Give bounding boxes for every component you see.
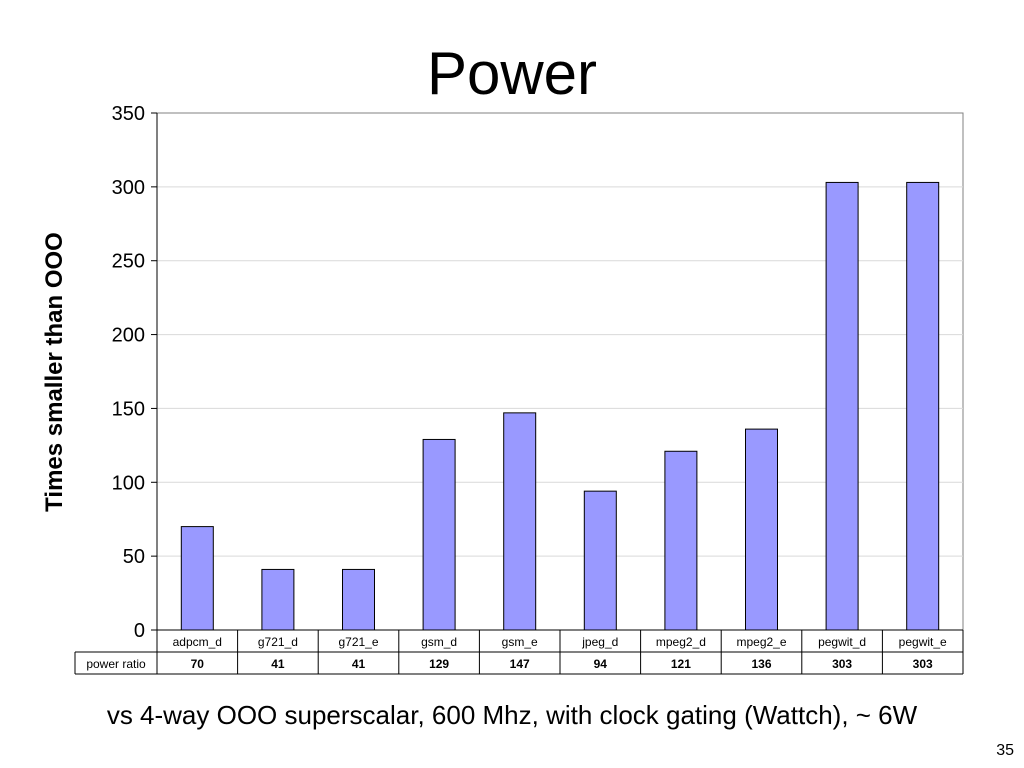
x-category-label: g721_e	[338, 635, 378, 649]
bar-mpeg2_e	[745, 428, 778, 631]
table-value: 121	[671, 657, 691, 671]
x-category-label: g721_d	[258, 635, 298, 649]
x-category-label: gsm_e	[502, 635, 538, 649]
x-category-label: pegwit_e	[899, 635, 947, 649]
table-value: 41	[352, 657, 366, 671]
y-tick-label: 100	[112, 472, 145, 494]
slide-caption: vs 4-way OOO superscalar, 600 Mhz, with …	[106, 700, 918, 730]
bar-adpcm_d	[180, 526, 214, 631]
y-axis-title: Times smaller than OOO	[41, 232, 68, 512]
table-row-label: power ratio	[86, 657, 146, 671]
bar-pegwit_d	[825, 181, 859, 631]
y-tick-label: 250	[112, 251, 145, 273]
y-tick-label: 300	[112, 177, 145, 199]
table-value: 70	[191, 657, 205, 671]
x-category-label: mpeg2_e	[736, 635, 786, 649]
bar-jpeg_d	[583, 490, 617, 631]
x-category-label: adpcm_d	[173, 635, 222, 649]
x-category-label: pegwit_d	[818, 635, 866, 649]
x-category-label: gsm_d	[421, 635, 457, 649]
y-tick-label: 0	[134, 620, 145, 642]
table-value: 94	[594, 657, 608, 671]
x-category-label: jpeg_d	[581, 635, 618, 649]
table-value: 136	[751, 657, 771, 671]
table-value: 147	[510, 657, 530, 671]
slide-number: 35	[996, 742, 1014, 759]
table-value: 41	[271, 657, 285, 671]
table-value: 129	[429, 657, 449, 671]
bar-chart: Times smaller than OOO 0 50 100 150 200 250 30…	[41, 103, 964, 675]
bar-gsm_e	[503, 412, 537, 631]
y-tick-label: 200	[112, 325, 145, 347]
bar-pegwit_e	[906, 181, 940, 631]
bar-g721_e	[342, 568, 375, 631]
x-category-label: mpeg2_d	[656, 635, 706, 649]
table-value: 303	[832, 657, 852, 671]
y-tick-label: 50	[123, 546, 145, 568]
slide-title: Power	[426, 40, 598, 107]
bar-mpeg2_d	[664, 450, 698, 631]
bar-gsm_d	[422, 438, 456, 631]
bar-g721_d	[261, 568, 295, 631]
table-value: 303	[913, 657, 933, 671]
y-tick-label: 350	[112, 103, 145, 125]
y-tick-label: 150	[112, 398, 145, 420]
